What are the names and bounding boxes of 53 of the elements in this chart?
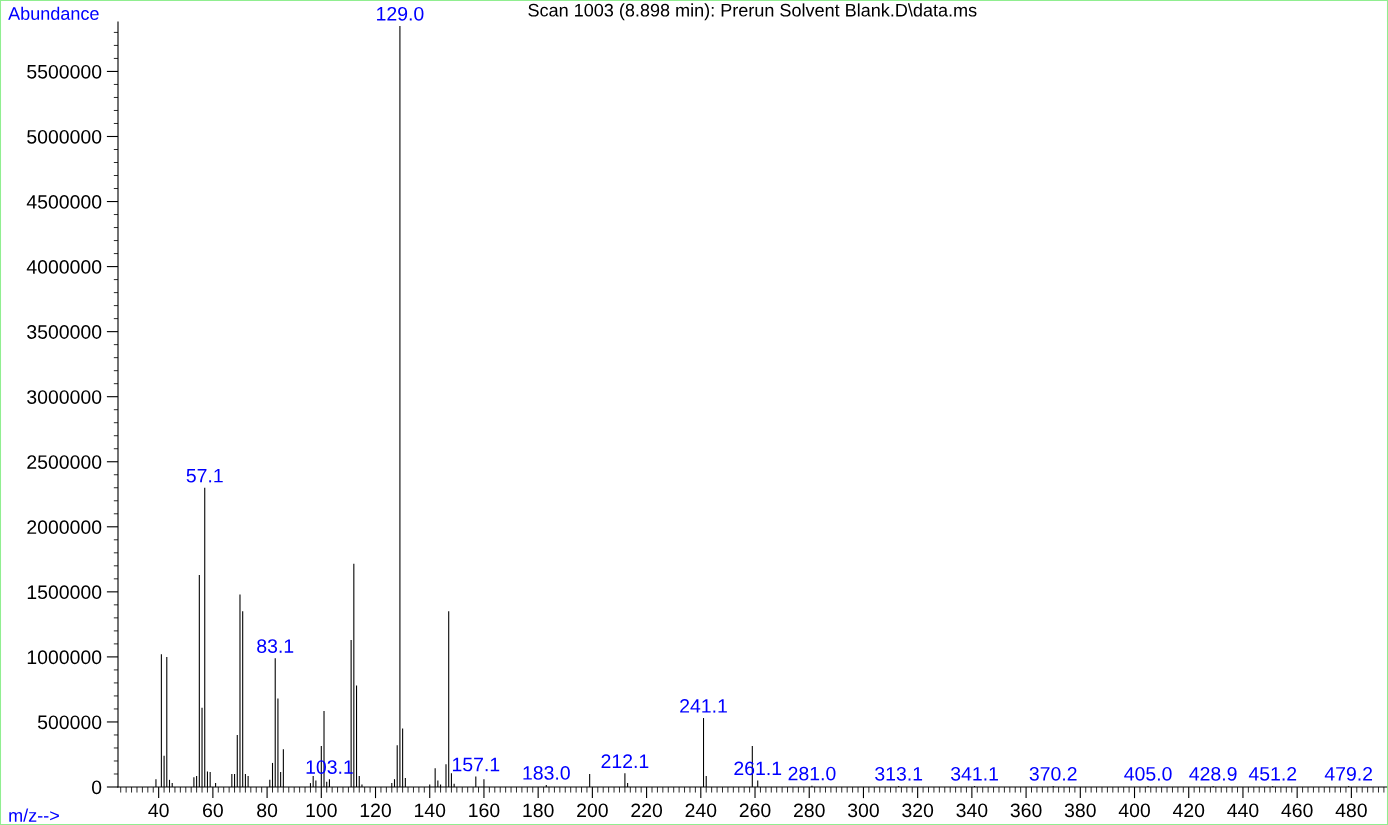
y-tick-label: 5000000 xyxy=(27,129,102,144)
x-tick-label: 300 xyxy=(847,803,879,818)
x-tick-label: 440 xyxy=(1227,803,1259,818)
x-tick-label: 140 xyxy=(414,803,446,818)
x-tick-label: 160 xyxy=(469,803,500,818)
x-tick-label: 60 xyxy=(203,803,223,818)
x-tick-label: 340 xyxy=(956,803,988,818)
y-tick-label: 3000000 xyxy=(27,390,102,404)
x-tick-label: 40 xyxy=(148,803,169,818)
x-tick-label: 360 xyxy=(1010,803,1042,818)
annotation: 428.9 xyxy=(1189,766,1237,781)
y-tick-label: 3500000 xyxy=(27,325,102,339)
x-tick-label: 240 xyxy=(685,803,717,818)
x-tick-label: 460 xyxy=(1281,803,1313,818)
annotation: 281.0 xyxy=(788,766,836,781)
annotation: 83.1 xyxy=(257,639,294,653)
x-tick-label: 420 xyxy=(1172,803,1205,818)
x-tick-label: 320 xyxy=(902,803,934,818)
annotation: 241.1 xyxy=(680,699,727,713)
y-tick-label: 2500000 xyxy=(27,455,102,469)
annotation: 313.1 xyxy=(875,766,923,781)
annotation: 451.2 xyxy=(1248,766,1297,781)
x-tick-label: 280 xyxy=(793,803,825,818)
y-tick-label: 4000000 xyxy=(26,260,102,274)
annotation: 212.1 xyxy=(601,754,649,768)
y-tick-label: 1500000 xyxy=(27,585,102,600)
annotation: 479.2 xyxy=(1324,766,1373,781)
x-tick-label: 180 xyxy=(523,803,554,818)
x-tick-label: 80 xyxy=(257,803,278,818)
x-tick-label: 200 xyxy=(577,803,608,818)
y-tick-label: 500000 xyxy=(37,715,102,730)
chart-title: Scan 1003 (8.898 min): Prerun Solvent Blank.D\data.ms xyxy=(528,3,977,21)
x-tick-label: 100 xyxy=(306,803,337,818)
x-tick-label: 480 xyxy=(1335,803,1367,818)
y-axis-title: Abundance xyxy=(8,6,99,20)
annotation: 183.0 xyxy=(523,766,570,780)
x-tick-label: 120 xyxy=(360,803,391,818)
y-tick-label: 0 xyxy=(91,780,102,795)
annotation: 370.2 xyxy=(1029,766,1077,781)
y-tick-label: 2000000 xyxy=(27,520,102,535)
annotation: 129.0 xyxy=(377,6,424,21)
annotation: 405.0 xyxy=(1124,766,1172,781)
x-axis-title: m/z--> xyxy=(9,808,59,822)
annotation: 341.1 xyxy=(951,766,998,781)
y-tick-label: 5500000 xyxy=(27,64,102,79)
annotation: 57.1 xyxy=(186,468,223,483)
annotation: 157.1 xyxy=(452,757,500,772)
x-tick-label: 260 xyxy=(739,803,771,818)
y-tick-label: 4500000 xyxy=(26,195,102,209)
x-tick-label: 220 xyxy=(631,803,663,818)
x-tick-label: 380 xyxy=(1064,803,1096,818)
x-tick-label: 400 xyxy=(1118,803,1150,818)
y-tick-label: 1000000 xyxy=(27,650,102,665)
